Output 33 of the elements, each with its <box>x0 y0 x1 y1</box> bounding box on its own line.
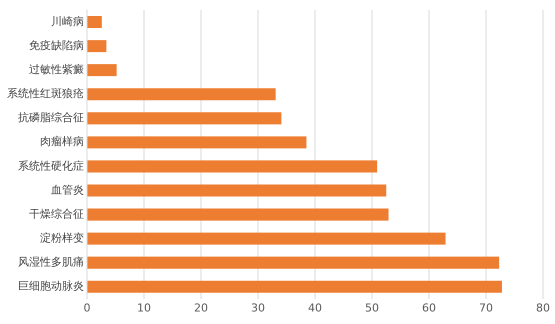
bar <box>88 160 378 172</box>
y-tick-label: 过敏性紫癜 <box>29 63 84 76</box>
bar <box>88 88 276 100</box>
bar <box>88 184 386 197</box>
bar <box>88 16 102 28</box>
y-tick-label: 免疫缺陷病 <box>29 38 84 52</box>
bar <box>88 256 500 269</box>
bar <box>88 136 306 148</box>
y-tick-label: 川崎病 <box>51 14 84 28</box>
y-tick-label: 系统性红斑狼疮 <box>7 87 84 100</box>
x-tick-label: 80 <box>536 301 550 314</box>
x-tick-label: 40 <box>308 301 322 314</box>
bar <box>88 208 389 221</box>
bar <box>88 40 106 52</box>
x-tick-label: 50 <box>365 301 379 314</box>
x-tick-label: 10 <box>137 301 151 314</box>
bar <box>88 112 282 124</box>
bar <box>88 64 117 76</box>
y-tick-label: 风湿性多肌痛 <box>18 256 84 269</box>
y-tick-label: 淀粉样变 <box>40 231 84 244</box>
y-tick-label: 干燥综合征 <box>29 207 84 220</box>
y-tick-label: 巨细胞动脉炎 <box>18 280 84 293</box>
bar <box>88 232 446 245</box>
y-tick-label: 抗磷脂综合征 <box>18 111 84 124</box>
x-tick-label: 60 <box>422 301 436 314</box>
y-tick-label: 系统性硬化症 <box>18 159 84 172</box>
x-tick-label: 30 <box>251 301 265 314</box>
y-tick-label: 肉瘤样病 <box>40 135 84 148</box>
y-tick-label: 血管炎 <box>51 183 84 196</box>
x-tick-label: 20 <box>194 301 208 314</box>
bar <box>88 280 502 293</box>
x-tick-label: 70 <box>479 301 493 314</box>
x-tick-label: 0 <box>84 301 90 314</box>
